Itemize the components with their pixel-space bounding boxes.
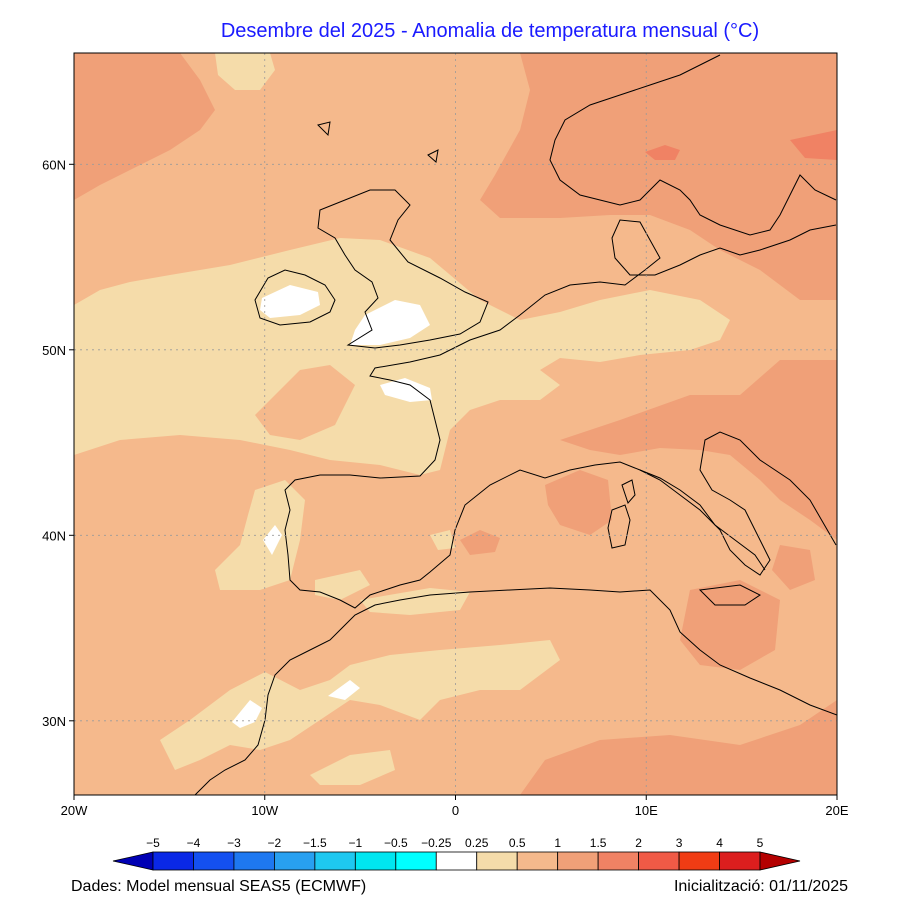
colorbar-swatch bbox=[516, 851, 559, 871]
colorbar-swatch bbox=[233, 851, 275, 871]
anomaly-fill-normandy-white bbox=[380, 378, 432, 402]
anomaly-fill-western-europe bbox=[74, 238, 730, 475]
coastline-scandinavia bbox=[549, 54, 837, 236]
anomaly-fill-bay-of-biscay bbox=[255, 365, 355, 440]
colorbar-swatch bbox=[314, 851, 356, 871]
colorbar-swatch bbox=[597, 851, 640, 871]
colorbar-swatch bbox=[557, 851, 599, 871]
colorbar-swatch bbox=[638, 851, 680, 871]
coastline-great-britain bbox=[317, 189, 489, 349]
x-tick-label: 20E bbox=[825, 803, 848, 818]
x-axis: 20W 10W 0 10E 20E bbox=[61, 795, 849, 818]
data-source-label: Dades: Model mensual SEAS5 (ECMWF) bbox=[71, 878, 367, 895]
colorbar-swatch bbox=[152, 851, 194, 871]
anomaly-fill-north-sea-cool bbox=[215, 53, 275, 90]
anomaly-fill-balkan bbox=[772, 545, 815, 590]
colorbar-label: 4 bbox=[716, 836, 723, 850]
anomaly-fill-iberia-white bbox=[263, 525, 282, 555]
y-tick-label: 40N bbox=[42, 528, 66, 543]
colorbar-swatch bbox=[395, 851, 437, 871]
coastline-ireland bbox=[254, 269, 336, 326]
x-tick-label: 0 bbox=[452, 803, 459, 818]
y-axis: 60N 50N 40N 30N bbox=[42, 157, 74, 729]
y-tick-label: 60N bbox=[42, 157, 66, 172]
colorbar-swatch bbox=[678, 851, 720, 871]
anomaly-fill-england-white bbox=[350, 300, 430, 345]
coastline-north-africa bbox=[194, 587, 837, 795]
y-tick-label: 50N bbox=[42, 343, 66, 358]
anomaly-fill-scandinavia bbox=[480, 53, 837, 300]
map-title: Desembre del 2025 - Anomalia de temperat… bbox=[220, 20, 760, 42]
anomaly-fill-south-sahara bbox=[520, 700, 837, 795]
initialization-date-label: Inicialització: 01/11/2025 bbox=[673, 878, 848, 895]
colorbar-label: −1 bbox=[348, 836, 362, 850]
anomaly-fill-central-mediterranean bbox=[560, 360, 837, 540]
colorbar-swatch bbox=[273, 851, 316, 871]
colorbar-label: −2 bbox=[268, 836, 282, 850]
colorbar-extend-low bbox=[112, 851, 154, 871]
colorbar-label: −5 bbox=[146, 836, 160, 850]
map-grid bbox=[74, 53, 837, 795]
colorbar-swatch bbox=[193, 851, 235, 871]
anomaly-fill-alboran bbox=[360, 588, 470, 615]
anomaly-fill-ireland-white bbox=[260, 285, 320, 318]
colorbar-label: 3 bbox=[676, 836, 683, 850]
colorbar-swatch bbox=[476, 851, 518, 871]
anomaly-fill-iberia-east bbox=[315, 570, 370, 600]
colorbar-swatch bbox=[719, 851, 761, 871]
colorbar-label: −3 bbox=[227, 836, 241, 850]
colorbar-label: −1.5 bbox=[303, 836, 327, 850]
colorbar-label: 0.5 bbox=[509, 836, 526, 850]
colorbar-label: 2 bbox=[635, 836, 642, 850]
colorbar-swatch bbox=[435, 851, 478, 871]
colorbar-swatch bbox=[354, 851, 397, 871]
anomaly-fill-hotspot-sweden bbox=[645, 145, 680, 160]
coastline-corsica bbox=[621, 479, 636, 504]
anomaly-fill-sahara-south bbox=[310, 750, 395, 785]
anomaly-fill-algeria bbox=[545, 470, 612, 535]
coastline-faroe-shetland bbox=[317, 121, 439, 163]
anomaly-fill-northwest-atlantic bbox=[74, 53, 215, 200]
colorbar-label: −0.5 bbox=[384, 836, 408, 850]
anomaly-fill-hotspot-baltic bbox=[790, 130, 837, 160]
coastline-sicily bbox=[698, 584, 761, 606]
colorbar-label: 0.25 bbox=[465, 836, 489, 850]
colorbar-extend-high bbox=[759, 851, 801, 871]
x-tick-label: 20W bbox=[61, 803, 88, 818]
anomaly-fill-libya bbox=[680, 580, 780, 670]
colorbar-label: −4 bbox=[187, 836, 201, 850]
anomaly-fill-balearic bbox=[430, 530, 455, 550]
colorbar: −5 −4 −3 −2 −1.5 −1 −0.5 −0.25 0.25 0.5 1 1.5 2 3 4 5 bbox=[112, 836, 801, 871]
x-tick-label: 10E bbox=[635, 803, 658, 818]
anomaly-fill-cold-blob-1 bbox=[460, 530, 500, 555]
coastline-italy bbox=[639, 469, 766, 571]
coastline-sardinia bbox=[607, 504, 631, 549]
anomaly-fill-atlas-white bbox=[328, 680, 360, 700]
y-tick-label: 30N bbox=[42, 714, 66, 729]
x-tick-label: 10W bbox=[251, 803, 278, 818]
colorbar-label: −0.25 bbox=[421, 836, 452, 850]
colorbar-label: 1.5 bbox=[590, 836, 607, 850]
colorbar-label: 5 bbox=[757, 836, 764, 850]
colorbar-label: 1 bbox=[554, 836, 561, 850]
coastline-continental-europe bbox=[284, 219, 837, 609]
